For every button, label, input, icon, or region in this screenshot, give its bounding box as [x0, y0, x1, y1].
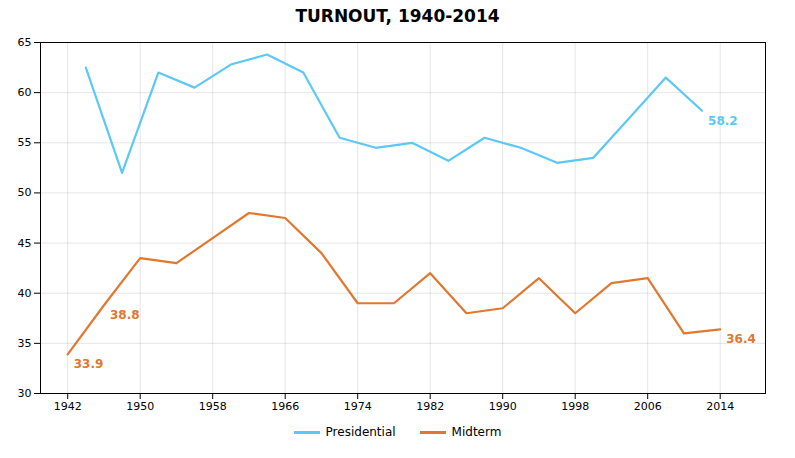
svg-text:1958: 1958 — [199, 400, 227, 413]
svg-text:1974: 1974 — [344, 400, 372, 413]
svg-text:30: 30 — [18, 387, 32, 400]
html-text:TURNOUT, 1940-2014: TURNOUT, 1940-2014 — [295, 6, 500, 26]
svg-text:65: 65 — [18, 36, 32, 49]
svg-text:50: 50 — [18, 186, 32, 199]
svg-text:1998: 1998 — [561, 400, 589, 413]
svg-text:45: 45 — [18, 237, 32, 250]
svg-text:60: 60 — [18, 86, 32, 99]
html-text:Midterm: Midterm — [451, 425, 502, 439]
svg-text:1990: 1990 — [489, 400, 517, 413]
svg-text:40: 40 — [18, 287, 32, 300]
svg-text:1966: 1966 — [271, 400, 299, 413]
svg-text:1950: 1950 — [126, 400, 154, 413]
svg-text:36.4: 36.4 — [726, 332, 756, 346]
svg-text:1942: 1942 — [54, 400, 82, 413]
html-text:Presidential: Presidential — [325, 425, 396, 439]
svg-text:33.9: 33.9 — [74, 357, 104, 371]
svg-text:1982: 1982 — [416, 400, 444, 413]
svg-text:35: 35 — [18, 337, 32, 350]
svg-text:58.2: 58.2 — [708, 114, 738, 128]
svg-text:2014: 2014 — [706, 400, 734, 413]
svg-text:2006: 2006 — [634, 400, 662, 413]
svg-text:38.8: 38.8 — [110, 308, 140, 322]
svg-text:55: 55 — [18, 136, 32, 149]
